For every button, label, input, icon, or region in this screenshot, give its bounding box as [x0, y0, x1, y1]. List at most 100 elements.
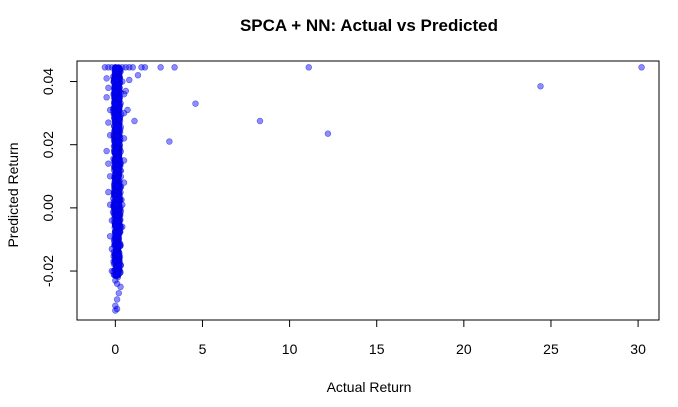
data-point: [112, 302, 119, 309]
data-point: [105, 84, 112, 92]
y-tick-label: 0.04: [40, 68, 56, 95]
data-point: [124, 106, 131, 114]
data-point: [117, 89, 125, 96]
data-point: [112, 207, 119, 215]
data-point: [114, 95, 122, 102]
data-point: [324, 130, 332, 137]
data-point: [115, 268, 122, 275]
data-point: [157, 64, 164, 71]
data-point: [638, 64, 645, 71]
data-point: [116, 228, 124, 236]
data-point: [115, 177, 122, 185]
data-point: [122, 64, 129, 71]
data-point: [115, 251, 123, 258]
data-point: [112, 307, 119, 314]
data-point: [113, 126, 121, 134]
x-tick-label: 10: [282, 341, 298, 357]
data-point: [112, 277, 119, 284]
data-point: [119, 64, 126, 71]
data-point: [134, 72, 142, 79]
data-point: [119, 201, 126, 208]
data-point: [113, 195, 121, 203]
data-point: [110, 258, 117, 265]
data-point: [122, 87, 129, 95]
data-point: [117, 261, 124, 268]
data-point: [105, 188, 112, 196]
data-point: [141, 64, 149, 71]
data-point: [305, 64, 312, 71]
data-point: [106, 132, 114, 139]
data-point: [112, 148, 119, 156]
x-tick-label: 25: [543, 341, 559, 357]
data-point: [105, 160, 112, 167]
data-point: [117, 242, 124, 249]
data-point: [112, 95, 119, 102]
data-point: [537, 83, 544, 90]
data-point: [114, 156, 121, 163]
data-point: [103, 147, 110, 155]
data-point: [101, 64, 109, 71]
data-point: [103, 94, 110, 101]
y-tick-label: 0.02: [40, 131, 56, 158]
data-point: [138, 64, 145, 71]
data-point: [113, 200, 121, 208]
data-point: [108, 64, 116, 71]
y-tick-label: -0.02: [40, 255, 56, 287]
data-point: [113, 280, 121, 287]
data-point: [111, 242, 118, 249]
data-point: [116, 151, 123, 158]
data-point: [112, 229, 119, 236]
data-point: [120, 135, 128, 142]
x-tick-label: 30: [630, 341, 646, 357]
x-tick-label: 5: [199, 341, 207, 357]
data-point: [115, 289, 123, 297]
data-point: [115, 207, 123, 214]
data-point: [192, 100, 199, 107]
data-point: [126, 64, 133, 71]
data-point: [105, 64, 112, 71]
data-point: [108, 245, 116, 253]
y-axis: -0.02 0.00 0.02 0.04: [40, 68, 77, 287]
x-tick-label: 0: [111, 341, 119, 357]
data-point: [117, 283, 124, 291]
x-axis-label: Actual Return: [327, 379, 412, 395]
data-point: [115, 64, 123, 71]
data-point: [119, 78, 126, 85]
data-point: [108, 267, 116, 275]
x-tick-label: 20: [456, 341, 472, 357]
y-tick-label: 0.00: [40, 194, 56, 221]
data-point: [113, 296, 121, 303]
x-tick-label: 15: [369, 341, 385, 357]
data-point: [106, 233, 114, 240]
data-point: [131, 117, 138, 125]
data-point: [103, 75, 110, 82]
data-point: [112, 69, 120, 77]
data-point: [126, 76, 133, 84]
data-point: [114, 217, 122, 224]
x-axis: 0 5 10 15 20 25 30: [111, 320, 646, 357]
chart-title: SPCA + NN: Actual vs Predicted: [240, 16, 498, 35]
data-point: [106, 173, 114, 180]
data-point: [113, 133, 121, 140]
data-point: [114, 161, 121, 168]
data-point: [108, 217, 116, 224]
data-point: [129, 64, 136, 71]
data-point: [114, 181, 121, 189]
data-point: [120, 90, 128, 98]
data-point: [114, 139, 122, 147]
data-point: [112, 76, 120, 84]
plot-area-border: [76, 60, 660, 321]
data-point: [106, 106, 114, 114]
data-point: [112, 64, 119, 71]
data-point: [119, 223, 126, 231]
data-point: [114, 219, 121, 226]
data-point: [114, 111, 122, 119]
data-point: [120, 157, 128, 164]
data-point: [171, 64, 178, 71]
data-point: [105, 119, 112, 126]
data-point: [111, 88, 118, 95]
data-point: [106, 201, 114, 208]
data-point: [120, 109, 128, 117]
data-point: [256, 117, 264, 125]
